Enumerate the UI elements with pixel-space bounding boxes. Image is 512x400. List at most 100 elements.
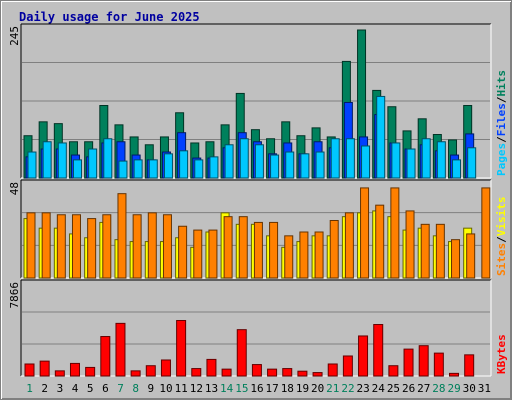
- bar-pages-day-4: [72, 159, 82, 179]
- bar-kbytes-day-5: [85, 366, 96, 377]
- bar-kbytes-day-15: [236, 329, 247, 377]
- bar-kbytes-day-11: [176, 320, 187, 377]
- bar-kbytes-day-30: [464, 354, 475, 377]
- legend-kbytes: KBytes: [495, 334, 508, 374]
- bar-pages-day-24: [376, 95, 386, 179]
- x-tick-label-day-25: 25: [387, 382, 400, 395]
- bar-pages-day-28: [436, 141, 446, 179]
- legend-entry-pages: Pages: [495, 143, 508, 176]
- bar-sites-day-21: [329, 220, 339, 279]
- bar-pages-day-10: [163, 153, 173, 179]
- bar-kbytes-day-27: [418, 345, 429, 377]
- bar-sites-day-6: [102, 214, 112, 279]
- bar-kbytes-day-25: [388, 365, 399, 377]
- bar-sites-day-27: [420, 223, 430, 279]
- legend-entry-sites: Sites: [495, 243, 508, 276]
- bar-sites-day-2: [41, 212, 51, 279]
- y-max-label-visits_sites: 48: [8, 182, 21, 195]
- bar-kbytes-day-2: [39, 360, 50, 377]
- bar-kbytes-day-20: [312, 372, 323, 377]
- bar-sites-day-7: [117, 193, 127, 279]
- x-tick-label-day-26: 26: [402, 382, 415, 395]
- x-tick-label-day-8: 8: [132, 382, 139, 395]
- bar-kbytes-day-4: [69, 362, 80, 377]
- bar-sites-day-31: [481, 187, 491, 279]
- legend-separator: /: [495, 236, 508, 243]
- bar-pages-day-13: [209, 156, 219, 179]
- bar-pages-day-7: [118, 160, 128, 179]
- x-tick-label-day-9: 9: [148, 382, 155, 395]
- bar-pages-day-2: [42, 141, 52, 179]
- bar-sites-day-3: [56, 214, 66, 279]
- y-max-label-kbytes: 7866: [8, 282, 21, 309]
- bar-pages-day-14: [224, 144, 234, 179]
- x-tick-label-day-23: 23: [357, 382, 370, 395]
- bar-kbytes-day-3: [54, 370, 65, 377]
- y-max-label-hits_files_pages: 245: [8, 26, 21, 46]
- legend-visits_sites: Sites/Visits: [495, 197, 508, 277]
- x-tick-label-day-14: 14: [220, 382, 234, 395]
- bar-sites-day-4: [71, 214, 81, 279]
- bar-pages-day-20: [315, 151, 325, 179]
- bar-kbytes-day-7: [115, 322, 126, 377]
- bar-sites-day-30: [466, 233, 476, 279]
- bar-pages-day-26: [406, 148, 416, 179]
- bar-kbytes-day-16: [251, 364, 262, 377]
- bar-pages-day-15: [239, 138, 249, 179]
- bar-kbytes-day-12: [191, 368, 202, 377]
- x-tick-label-day-27: 27: [417, 382, 430, 395]
- bar-pages-day-30: [467, 147, 477, 179]
- bar-kbytes-day-23: [358, 335, 369, 377]
- bar-kbytes-day-10: [160, 359, 171, 377]
- x-tick-label-day-28: 28: [432, 382, 445, 395]
- legend-entry-visits: Visits: [495, 197, 508, 237]
- bar-pages-day-9: [148, 159, 158, 179]
- x-tick-label-day-1: 1: [26, 382, 33, 395]
- x-tick-label-day-5: 5: [87, 382, 94, 395]
- bar-kbytes-day-14: [221, 368, 232, 377]
- bar-sites-day-13: [208, 229, 218, 279]
- bar-pages-day-17: [270, 154, 280, 179]
- bar-sites-day-28: [435, 223, 445, 279]
- x-tick-label-day-30: 30: [463, 382, 476, 395]
- bar-sites-day-18: [284, 235, 294, 279]
- bar-sites-day-16: [253, 221, 263, 279]
- bar-pages-day-8: [133, 159, 143, 179]
- x-tick-label-day-7: 7: [117, 382, 124, 395]
- bar-pages-day-3: [57, 142, 67, 179]
- x-tick-label-day-17: 17: [266, 382, 279, 395]
- bar-sites-day-25: [390, 187, 400, 279]
- x-tick-label-day-12: 12: [190, 382, 203, 395]
- bar-sites-day-1: [26, 212, 36, 279]
- x-tick-label-day-2: 2: [41, 382, 48, 395]
- bar-kbytes-day-24: [373, 324, 384, 377]
- bar-sites-day-19: [299, 231, 309, 279]
- bar-pages-day-1: [27, 151, 37, 179]
- bar-kbytes-day-9: [145, 365, 156, 377]
- chart-title: Daily usage for June 2025: [19, 10, 200, 24]
- bar-sites-day-20: [314, 231, 324, 279]
- bar-sites-day-17: [269, 221, 279, 279]
- x-tick-label-day-19: 19: [296, 382, 309, 395]
- x-tick-label-day-15: 15: [235, 382, 248, 395]
- x-tick-label-day-20: 20: [311, 382, 324, 395]
- bar-sites-day-14: [223, 216, 233, 279]
- bar-kbytes-day-19: [297, 370, 308, 377]
- legend-entry-files: Files: [495, 103, 508, 136]
- bar-kbytes-day-29: [449, 372, 460, 377]
- bar-sites-day-29: [451, 239, 461, 279]
- x-tick-label-day-18: 18: [281, 382, 294, 395]
- x-tick-label-day-3: 3: [57, 382, 64, 395]
- bar-pages-day-19: [300, 153, 310, 179]
- bar-sites-day-23: [360, 187, 370, 279]
- bar-sites-day-15: [238, 216, 248, 279]
- x-tick-label-day-31: 31: [478, 382, 491, 395]
- bar-kbytes-day-8: [130, 370, 141, 377]
- x-tick-label-day-24: 24: [372, 382, 386, 395]
- bar-pages-day-22: [345, 138, 355, 179]
- bar-kbytes-day-6: [100, 336, 111, 377]
- x-tick-label-day-22: 22: [341, 382, 354, 395]
- bar-sites-day-9: [147, 212, 157, 279]
